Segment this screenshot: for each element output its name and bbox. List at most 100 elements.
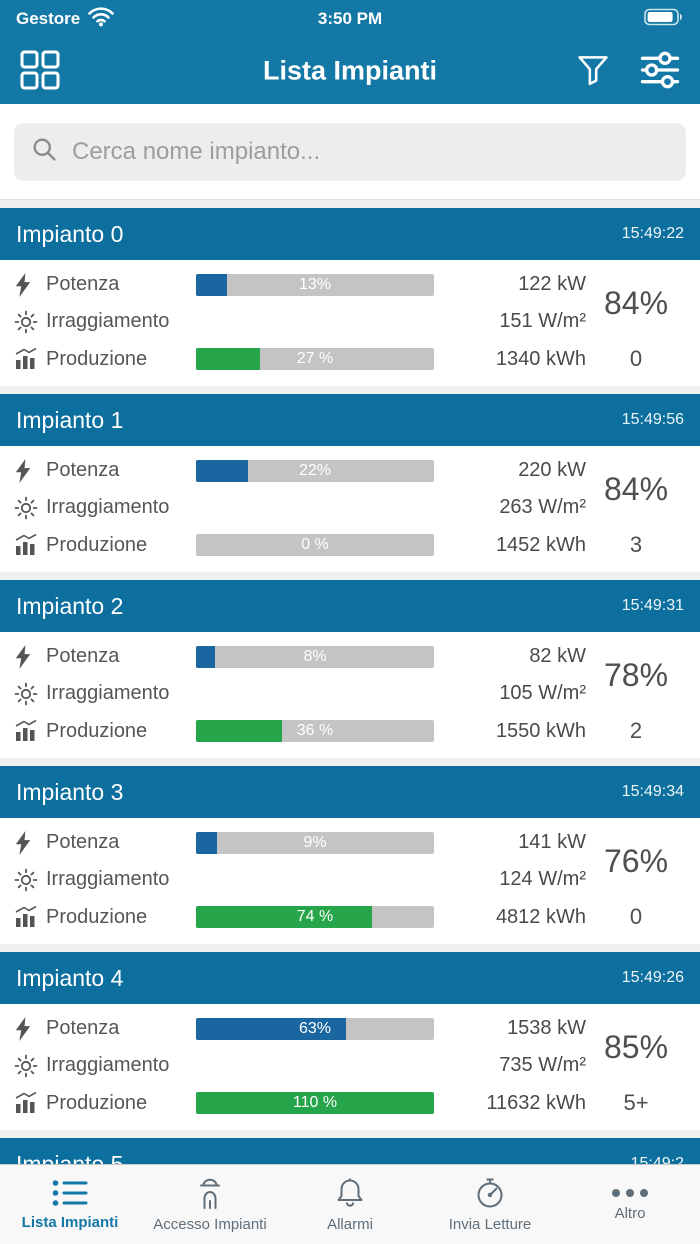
produzione-bar-percent: 36 % [296,722,334,740]
potenza-value: 1538 kW [507,1017,586,1040]
potenza-label: Potenza [46,273,120,296]
sliders-icon [638,50,682,93]
plant-side-stats: 78% 2 [586,638,686,750]
plant-card[interactable]: Impianto 5 15:49:2 Potenza [0,1138,700,1164]
produzione-bar-fill [196,906,373,929]
filter-button[interactable] [574,51,612,92]
search-box[interactable] [14,122,686,181]
produzione-label: Produzione [46,905,148,928]
produzione-bar-fill [196,1092,434,1115]
sun-icon [14,310,46,334]
plant-name: Impianto 2 [16,592,124,619]
produzione-label: Produzione [46,347,148,370]
produzione-bar: 0 % [196,534,434,557]
plant-timestamp: 15:49:31 [621,597,684,614]
alarm-count: 3 [629,532,643,558]
produzione-bar-percent: 74 % [296,908,334,926]
irraggiamento-value: 105 W/m² [499,682,586,705]
efficiency-percent: 84% [603,284,669,321]
produzione-bar-fill [196,348,261,371]
worker-icon [192,1176,228,1213]
bolt-icon [14,830,46,855]
bell-icon [333,1176,367,1213]
potenza-row: Potenza 13% 122 kW [14,266,586,303]
plant-card[interactable]: Impianto 3 15:49:34 Potenza 9% 141 kW [0,766,700,944]
potenza-bar: 63% [196,1017,434,1040]
produzione-value: 1340 kWh [495,347,586,370]
bolt-icon [14,1016,46,1041]
irraggiamento-row: Irraggiamento 151 W/m² [14,303,586,340]
plant-timestamp: 15:49:34 [621,783,684,800]
efficiency-percent: 78% [603,656,669,693]
tab-altro[interactable]: Altro [560,1165,700,1244]
tab-label: Allarmi [327,1216,373,1233]
bolt-icon [14,458,46,483]
settings-button[interactable] [638,50,682,93]
plant-card-header: Impianto 5 15:49:2 [0,1138,700,1164]
potenza-value: 82 kW [529,645,586,668]
produzione-value: 11632 kWh [486,1091,586,1114]
tab-bar: Lista Impianti Accesso Impianti [0,1164,700,1244]
plant-name: Impianto 1 [16,406,124,433]
potenza-bar-fill [196,1017,346,1040]
irraggiamento-value: 263 W/m² [499,496,586,519]
list-icon [51,1178,89,1211]
produzione-label: Produzione [46,533,148,556]
tab-accesso-impianti[interactable]: Accesso Impianti [140,1165,280,1244]
potenza-bar-percent: 13% [298,275,332,293]
nav-bar: Lista Impianti [0,38,700,104]
sun-icon [14,496,46,520]
plant-card-header: Impianto 0 15:49:22 [0,208,700,260]
plant-card[interactable]: Impianto 4 15:49:26 Potenza 63% 1538 k [0,952,700,1130]
plant-card[interactable]: Impianto 2 15:49:31 Potenza 8% 82 kW [0,580,700,758]
irraggiamento-value: 124 W/m² [499,868,586,891]
produzione-bar-percent: 0 % [301,536,329,554]
plant-side-stats: 84% 3 [586,452,686,564]
plant-side-stats: 85% 5+ [586,1010,686,1122]
potenza-label: Potenza [46,1017,120,1040]
irraggiamento-label: Irraggiamento [46,682,170,705]
plant-name: Impianto 5 [16,1150,124,1165]
plant-card[interactable]: Impianto 0 15:49:22 Potenza 13% 122 kW [0,208,700,386]
plant-card[interactable]: Impianto 1 15:49:56 Potenza 22% 220 kW [0,394,700,572]
tab-lista-impianti[interactable]: Lista Impianti [0,1165,140,1244]
dashboard-button[interactable] [18,48,62,95]
potenza-bar-percent: 8% [303,647,327,665]
potenza-value: 141 kW [518,831,586,854]
plant-timestamp: 15:49:22 [621,225,684,242]
plant-timestamp: 15:49:26 [621,969,684,986]
battery-icon [644,7,684,32]
tab-invia-letture[interactable]: Invia Letture [420,1165,560,1244]
produzione-bar: 27 % [196,348,434,371]
search-input[interactable] [70,136,670,167]
status-time: 3:50 PM [317,9,383,28]
alarm-count: 5+ [623,1090,649,1116]
potenza-row: Potenza 22% 220 kW [14,452,586,489]
produzione-value: 4812 kWh [495,905,586,928]
gauge-icon [473,1176,507,1213]
ellipsis-icon [609,1187,651,1202]
potenza-bar: 9% [196,831,434,854]
potenza-row: Potenza 9% 141 kW [14,824,586,861]
potenza-bar-percent: 9% [303,833,327,851]
tab-allarmi[interactable]: Allarmi [280,1165,420,1244]
produzione-value: 1452 kWh [495,533,586,556]
potenza-bar-percent: 63% [298,1019,332,1037]
chart-icon [14,1092,46,1114]
plant-card-header: Impianto 4 15:49:26 [0,952,700,1004]
plant-side-stats: 84% 0 [586,266,686,378]
tab-label: Lista Impianti [21,1214,119,1231]
irraggiamento-row: Irraggiamento 735 W/m² [14,1047,586,1084]
plant-timestamp: 15:49:2 [630,1155,684,1164]
chart-icon [14,534,46,556]
potenza-bar: 13% [196,273,434,296]
chart-icon [14,906,46,928]
irraggiamento-row: Irraggiamento 105 W/m² [14,675,586,712]
irraggiamento-value: 151 W/m² [499,310,586,333]
tab-label: Invia Letture [448,1216,532,1233]
potenza-bar-percent: 22% [298,461,332,479]
plant-card-body: Potenza 63% 1538 kW [0,1004,700,1130]
irraggiamento-row: Irraggiamento 124 W/m² [14,861,586,898]
efficiency-percent: 76% [603,842,669,879]
produzione-value: 1550 kWh [495,719,586,742]
